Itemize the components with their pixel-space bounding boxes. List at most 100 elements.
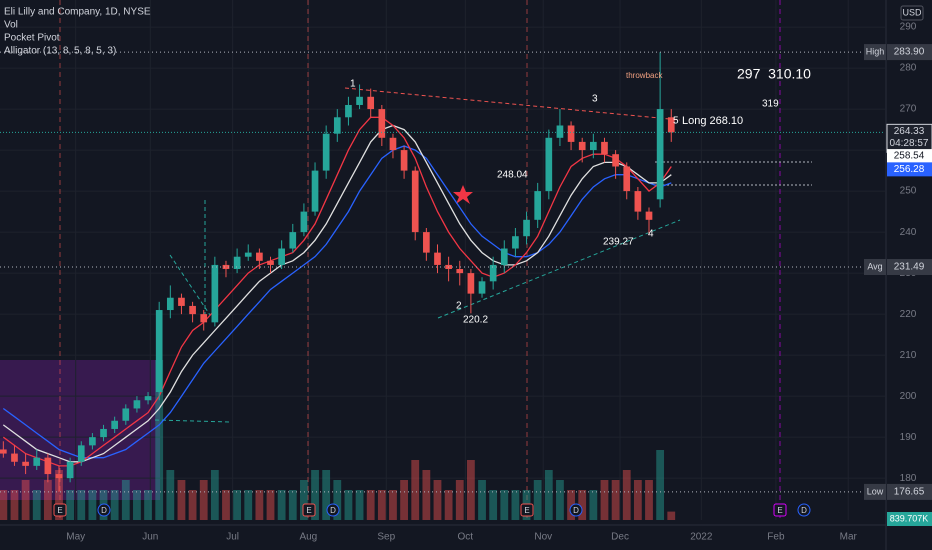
annotations: 1 2 3 4 5 220.2 248.04 239.27 throwback …	[350, 66, 811, 326]
volume-bar	[0, 490, 8, 520]
volume-bar	[556, 480, 564, 520]
event-marker: D	[569, 503, 583, 517]
volume-bar	[121, 480, 130, 520]
alligator-line	[2, 116, 672, 467]
volume-bar	[600, 480, 609, 520]
volume-bar	[244, 490, 253, 520]
y-tick-label: 270	[900, 104, 917, 115]
price-note: 248.04	[497, 170, 528, 181]
candle-body	[189, 305, 196, 315]
candle-body	[378, 109, 386, 138]
volume-bar	[500, 490, 509, 520]
event-label: D	[801, 506, 807, 515]
x-tick-label: Dec	[611, 532, 629, 543]
chart-title: Eli Lilly and Company, 1D, NYSE	[4, 7, 151, 18]
note: throwback	[626, 71, 663, 80]
volume-bar	[567, 490, 575, 520]
x-tick-label: Aug	[299, 532, 317, 543]
candle-body	[55, 474, 63, 479]
volume-bar	[622, 470, 631, 520]
volume-bar	[166, 470, 175, 520]
y-tick-label: 240	[900, 227, 917, 238]
level-badge	[887, 259, 932, 276]
indicator-label: Vol	[4, 20, 18, 31]
x-tick-label: May	[66, 532, 85, 543]
candle-body	[456, 269, 464, 274]
y-tick-label: 200	[900, 391, 917, 402]
volume-bar	[656, 450, 665, 520]
volume-bar	[511, 490, 520, 520]
candle-body	[567, 125, 575, 142]
candle-body	[623, 166, 631, 192]
volume-bar	[188, 490, 197, 520]
candle-body	[311, 170, 319, 212]
volume-bar	[88, 490, 97, 520]
candle-body	[345, 104, 352, 118]
y-tick-label: 220	[900, 309, 917, 320]
volume-bar	[43, 480, 52, 520]
level-name-box	[864, 44, 886, 61]
volume-bar	[400, 480, 408, 520]
candle-body	[133, 400, 141, 409]
event-marker: D	[797, 503, 811, 517]
volume-bar	[377, 490, 386, 520]
x-tick-label: 2022	[690, 532, 713, 543]
candle-body	[178, 297, 185, 306]
volume-bar	[177, 480, 186, 520]
y-tick-label: 190	[900, 432, 917, 443]
level-badge	[887, 44, 932, 61]
level-badge	[887, 483, 932, 500]
candle-body	[356, 96, 363, 105]
volume-bar	[222, 490, 230, 520]
volume-bar	[277, 490, 286, 520]
candle-body	[0, 449, 7, 454]
volume-bar	[645, 480, 653, 520]
x-tick-label: Oct	[458, 532, 474, 543]
trend-line	[437, 219, 681, 319]
volume-bar	[411, 460, 420, 520]
y-tick-label: 250	[900, 186, 917, 197]
candle-body	[66, 461, 74, 479]
wave-label: 1	[350, 79, 356, 90]
alligator-line	[2, 124, 672, 463]
indicator-label: Pocket Pivot	[4, 33, 60, 44]
volume-bar	[210, 470, 219, 520]
level-name: Low	[867, 486, 884, 496]
plot	[0, 51, 885, 520]
candle-body	[367, 96, 375, 110]
candle-body	[612, 154, 619, 167]
volume-bar	[300, 480, 308, 520]
star-icon	[453, 185, 473, 204]
event-label: D	[330, 506, 336, 515]
last-price-badge	[886, 123, 932, 153]
level-name-box	[864, 259, 886, 276]
candle-body	[634, 191, 642, 212]
volume-bar	[288, 490, 297, 520]
candle-body	[500, 248, 508, 265]
candle-body	[545, 137, 553, 192]
volume-bar	[55, 470, 63, 520]
volume-bar	[155, 360, 164, 520]
y-tick-label: 180	[900, 473, 917, 484]
candle-body	[278, 248, 285, 265]
candle-body	[578, 141, 586, 151]
volume-bar	[489, 490, 498, 520]
candle-body	[22, 461, 29, 466]
volume-bar	[10, 490, 19, 520]
event-label: E	[777, 506, 782, 515]
volume-bar	[255, 490, 264, 520]
candle-body	[244, 252, 252, 257]
candle-body	[211, 264, 219, 323]
candle-body	[267, 260, 274, 265]
candle-body	[111, 420, 118, 429]
candle-body	[155, 310, 163, 393]
candle-body	[77, 445, 85, 462]
candle-body	[656, 109, 664, 200]
candle-body	[100, 428, 107, 438]
volume-bar	[233, 490, 242, 520]
target-note: 297 310.10	[737, 66, 811, 82]
candle-body	[322, 133, 330, 171]
candle-body	[556, 125, 564, 138]
volume-bar	[322, 470, 331, 520]
